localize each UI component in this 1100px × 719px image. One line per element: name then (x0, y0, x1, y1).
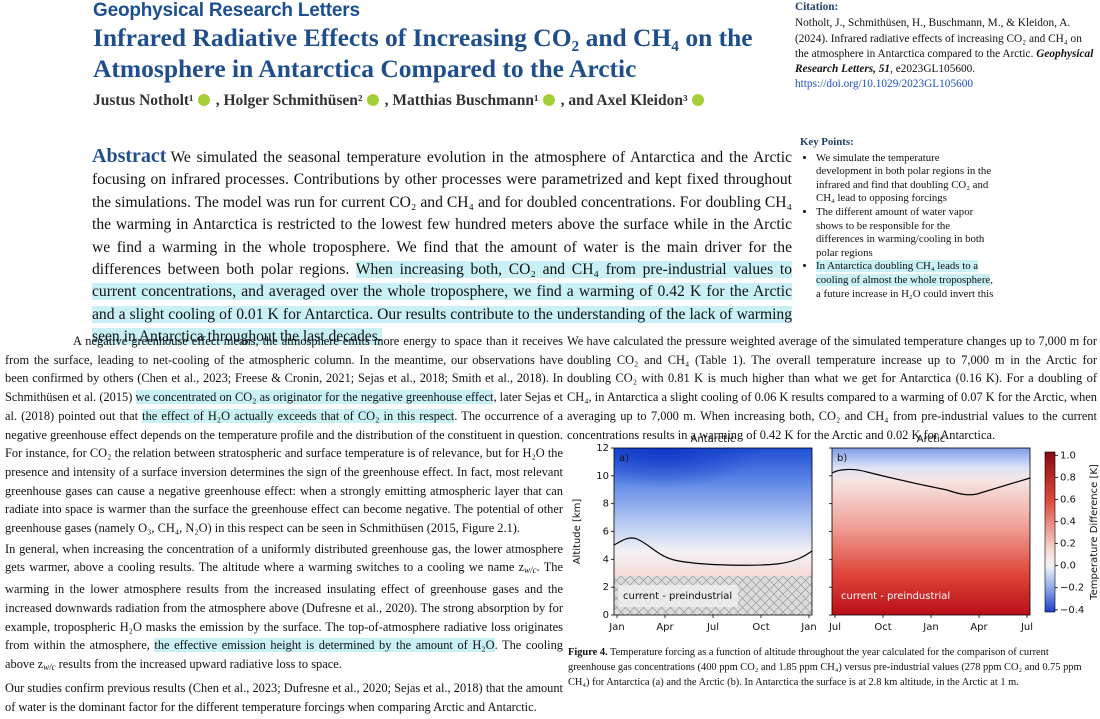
colorbar-tick-label: 0.2 (1060, 539, 1076, 550)
text-run: We simulate the temperature development … (816, 151, 992, 205)
orcid-icon (691, 94, 704, 106)
x-tick-label: Jul (828, 622, 841, 633)
x-tick-label: Jan (922, 622, 938, 633)
paragraph: In general, when increasing the concentr… (5, 540, 563, 677)
y-tick-label: 12 (596, 443, 609, 454)
orcid-icon (542, 94, 555, 106)
colorbar (1044, 451, 1056, 613)
colorbar-label: Temperature Difference [K] (1089, 464, 1100, 601)
colorbar-tick-label: 0.6 (1060, 494, 1076, 505)
text-run: The different amount of water vapor show… (816, 205, 985, 259)
key-points-list: We simulate the temperature development … (800, 152, 995, 302)
text-run: . The occurrence of a negative greenhous… (5, 408, 564, 536)
citation: Citation: Notholt, J., Schmithüsen, H., … (795, 0, 1095, 93)
panel-label: b) (837, 453, 847, 464)
y-tick-label: 2 (603, 582, 609, 593)
right-column: We have calculated the pressure weighted… (567, 332, 1097, 444)
key-point: In Antarctica doubling CH₄ leads to a co… (816, 260, 995, 301)
emphasis: Figure 4. (568, 647, 608, 658)
text-run: . The warming in the lower atmosphere re… (5, 560, 563, 653)
text-run: , later Sejas et al. (2018) pointed out … (5, 390, 563, 423)
x-tick-label: Jul (1020, 622, 1033, 633)
journal-name: Geophysical Research Letters (93, 0, 360, 21)
citation-text: Notholt, J., Schmithüsen, H., Buschmann,… (795, 17, 1093, 90)
panel-title: Antarctic (691, 434, 736, 445)
text-run: A negative greenhouse effect means, the … (5, 334, 563, 405)
title-line: Atmosphere in Antarctica Compared to the… (93, 54, 637, 83)
text-run: We simulated the seasonal temperature ev… (92, 149, 792, 279)
emphasis: Geophysical Research Letters, 51 (795, 47, 1094, 76)
key-points-heading: Key Points: (800, 136, 854, 148)
highlighted-text: we concentrated on CO₂ as originator for… (135, 390, 494, 405)
subscript: w/c (524, 565, 537, 576)
text-run: results from the increased upward radiat… (55, 657, 342, 672)
colorbar-tick-label: 1.0 (1060, 450, 1076, 461)
x-tick-label: Jan (800, 622, 816, 633)
text-run: Temperature forcing as a function of alt… (568, 647, 1082, 688)
page: Infrared Radiative Effects html, body { … (0, 0, 1100, 694)
author: , and Axel Kleidon³ (560, 92, 688, 109)
x-tick-label: Oct (874, 622, 891, 633)
heatmap-shade (614, 448, 812, 528)
article-title: Infrared Radiative Effects of Increasing… (93, 22, 793, 84)
link[interactable]: https://doi.org/10.1029/2023GL105600 (795, 78, 974, 91)
colorbar-tick-label: −0.2 (1060, 583, 1084, 594)
contour (831, 468, 1031, 496)
authors: Justus Notholt¹ , Holger Schmithüsen² , Ma… (93, 92, 710, 110)
key-point: The different amount of water vapor show… (816, 206, 995, 260)
annotation-box (618, 585, 738, 607)
author: , Matthias Buschmann¹ (384, 92, 539, 109)
citation-heading: Citation: (795, 1, 839, 13)
text-run: , e2023GL105600. (890, 63, 976, 76)
paragraph: We have calculated the pressure weighted… (567, 332, 1097, 444)
colorbar-tick-label: 0.8 (1060, 472, 1076, 483)
key-points: Key Points: We simulate the temperature … (800, 136, 995, 301)
title-line: Infrared Radiative Effects of Increasing… (93, 23, 753, 52)
orcid-icon (366, 94, 379, 106)
annotation: current - preindustrial (841, 591, 950, 602)
x-tick-label: Apr (656, 622, 674, 633)
colorbar-tick-label: −0.4 (1060, 605, 1084, 616)
text-run: , a future increase in H₂O could invert … (816, 273, 994, 300)
highlighted-text: the effective emission height is determi… (154, 638, 495, 653)
y-axis-label: Altitude [km] (572, 499, 583, 565)
panel-title: Arctic (917, 434, 945, 445)
abstract-heading: Abstract (92, 145, 167, 167)
colorbar-tick-label: 0.4 (1060, 517, 1076, 528)
annotation: current - preindustrial (623, 591, 732, 602)
x-tick-label: Jul (706, 622, 719, 633)
y-tick-label: 6 (603, 527, 609, 538)
panel-label: a) (619, 453, 629, 464)
x-tick-label: Oct (752, 622, 769, 633)
abstract: Abstract We simulated the seasonal temper… (92, 145, 792, 349)
text-run: Our studies confirm previous results (Ch… (5, 681, 563, 714)
y-tick-label: 10 (596, 471, 609, 482)
document: { "header": { "journal": "Geophysical Re… (0, 0, 1100, 694)
colorbar-tick-label: 0.0 (1060, 561, 1076, 572)
x-tick-label: Jan (608, 622, 624, 633)
y-tick-label: 8 (603, 499, 609, 510)
text-run: . The cooling above z (5, 638, 564, 672)
figure: Altitude [km] Antarctic a) current - preind… (572, 434, 1100, 633)
text-run: We have calculated the pressure weighted… (567, 334, 1097, 442)
contour (613, 537, 813, 566)
orcid-icon (197, 94, 210, 106)
highlighted-text: the effect of H₂O actually exceeds that … (142, 408, 455, 423)
text-run: In general, when increasing the concentr… (5, 541, 563, 575)
x-tick-label: Apr (970, 622, 988, 633)
left-column: A negative greenhouse effect means, the … (5, 332, 563, 719)
highlighted-text: In Antarctica doubling CH₄ leads to a co… (816, 260, 991, 286)
paragraph: A negative greenhouse effect means, the … (5, 332, 563, 538)
y-tick-label: 0 (603, 610, 609, 621)
figure-caption: Figure 4. Temperature forcing as a funct… (568, 645, 1098, 690)
subscript: w/c (43, 662, 56, 673)
author: , Holger Schmithüsen² (215, 92, 363, 109)
y-tick-label: 4 (603, 554, 609, 565)
heatmap-arctic (832, 448, 1030, 615)
text-run: Notholt, J., Schmithüsen, H., Buschmann,… (795, 17, 1082, 60)
key-point: We simulate the temperature development … (816, 152, 995, 206)
abstract-text: We simulated the seasonal temperature ev… (92, 149, 792, 346)
author: Justus Notholt¹ (93, 92, 194, 109)
paragraph: Our studies confirm previous results (Ch… (5, 679, 563, 716)
